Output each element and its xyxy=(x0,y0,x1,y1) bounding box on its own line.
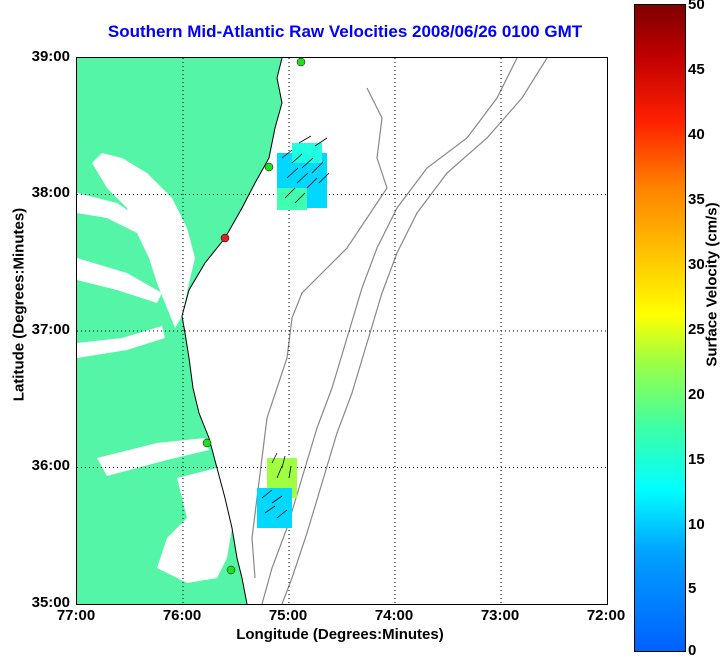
pamlico-sound xyxy=(157,468,232,583)
station-wallops-marker xyxy=(220,233,230,243)
albemarle-sound xyxy=(97,438,209,476)
river-inlet-3 xyxy=(77,326,165,358)
colorbar-tick: 20 xyxy=(688,386,705,403)
colorbar xyxy=(634,4,686,652)
y-tick-label: 37:00 xyxy=(31,321,70,338)
velocity-patch-south xyxy=(257,452,297,528)
colorbar-tick: 50 xyxy=(688,0,705,13)
x-tick-label: 77:00 xyxy=(56,607,96,624)
bathymetry-contour-1 xyxy=(251,87,388,579)
colorbar-tick: 35 xyxy=(688,191,705,208)
colorbar-tick: 15 xyxy=(688,451,705,468)
colorbar-tick: 25 xyxy=(688,321,705,338)
station-duck-marker xyxy=(202,438,212,448)
station-hatteras-marker xyxy=(226,565,236,575)
chesapeake-bay xyxy=(92,153,195,328)
x-tick-label: 73:00 xyxy=(480,607,520,624)
colorbar-tick: 45 xyxy=(688,61,705,78)
y-tick-label: 39:00 xyxy=(31,48,70,65)
coastline xyxy=(181,58,283,604)
colorbar-label: Surface Velocity (cm/s) xyxy=(703,202,721,367)
colorbar-tick: 10 xyxy=(688,516,705,533)
x-tick-label: 75:00 xyxy=(268,607,308,624)
y-tick-label: 36:00 xyxy=(31,457,70,474)
y-tick-label: 35:00 xyxy=(31,594,70,611)
x-tick-label: 76:00 xyxy=(162,607,202,624)
map-plot-area[interactable] xyxy=(76,57,608,605)
river-inlet-2 xyxy=(77,258,162,303)
colorbar-tick: 40 xyxy=(688,126,705,143)
grid-lines xyxy=(77,58,607,604)
colorbar-tick: 0 xyxy=(688,642,697,659)
colorbar-tick: 5 xyxy=(688,580,697,597)
land-mass xyxy=(77,58,282,604)
colorbar-tick: 30 xyxy=(688,256,705,273)
velocity-patch-north xyxy=(277,135,330,210)
station-delmarva-marker xyxy=(264,162,274,172)
map-title: Southern Mid-Atlantic Raw Velocities 200… xyxy=(107,22,583,41)
x-tick-label: 72:00 xyxy=(586,607,626,624)
y-tick-label: 38:00 xyxy=(31,184,70,201)
station-north-marker xyxy=(296,58,306,67)
x-axis-label: Longitude (Degrees:Minutes) xyxy=(236,626,444,643)
y-axis-label: Latitude (Degrees:Minutes) xyxy=(10,207,28,402)
bathymetry-contour-3 xyxy=(281,58,548,604)
river-inlet-1 xyxy=(77,193,147,233)
x-tick-label: 74:00 xyxy=(374,607,414,624)
